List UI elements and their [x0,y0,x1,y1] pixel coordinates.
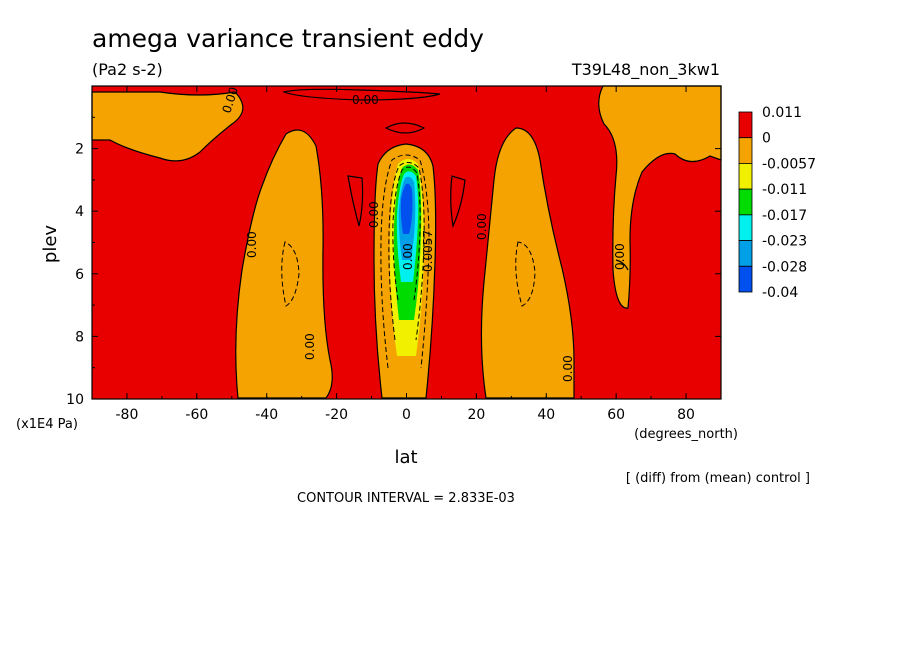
colorbar-swatch [738,240,753,267]
y-tick-label: 6 [75,267,84,283]
x-tick-label: 0 [402,407,411,423]
x-axis-label: lat [394,447,417,468]
colorbar-label: -0.0057 [762,156,816,172]
x-tick-label: 20 [467,407,485,423]
colorbar-label: -0.04 [762,285,798,301]
x-units-label: (degrees_north) [634,427,738,442]
contour-label: 0.00 [352,93,379,107]
colorbar-label: 0.011 [762,105,802,121]
plot-area: 0.00 0.00 0.00 0.00 0.00 0.00 0.00 0.00 … [91,85,722,400]
y-units-label: (x1E4 Pa) [16,417,78,432]
deep-blue-core [400,183,413,234]
colorbar-label: -0.023 [762,234,807,250]
colorbar-swatch [738,214,753,241]
contour-label: 0.00 [475,213,489,240]
colorbar-swatch [738,163,753,190]
contour-label: 0.0057 [421,230,435,272]
diff-note: [ (diff) from (mean) control ] [626,471,810,486]
orange-region-sh-midlat [235,129,333,399]
x-tick-label: -40 [255,407,278,423]
orange-region-nh-midlat [480,127,575,399]
colorbar-label: -0.028 [762,259,807,275]
colorbar-swatch [738,265,753,293]
orange-region-sh-polar [91,91,244,162]
colorbar-swatch [738,137,753,164]
x-tick-label: -80 [116,407,139,423]
y-axis-label: plev [40,225,61,264]
y-tick-label: 10 [66,392,84,408]
orange-region-nh-polar [598,85,722,309]
colorbar-swatch [738,188,753,216]
contour-label: 0.00 [303,333,317,360]
x-tick-label: -20 [325,407,348,423]
contour-label: 0.00 [245,231,259,258]
colorbar-label: -0.017 [762,208,807,224]
y-tick-label: 4 [75,204,84,220]
dashed-contours [281,154,536,369]
contour-label: 0.00 [613,243,627,270]
colorbar-swatch [738,111,753,139]
x-tick-label: 40 [537,407,555,423]
x-axis: -80 -60 -40 -20 0 20 40 60 80 [116,86,695,423]
y-tick-label: 8 [75,329,84,345]
run-label: T39L48_non_3kw1 [571,60,720,80]
colorbar-label: 0 [762,131,771,147]
x-tick-label: -60 [185,407,208,423]
solid-contours [281,88,629,271]
contour-label: 0.00 [401,243,415,270]
contour-labels: 0.00 0.00 0.00 0.00 0.00 0.00 0.00 0.00 … [220,85,627,382]
x-tick-label: 60 [607,407,625,423]
chart-title: amega variance transient eddy [92,24,484,53]
colorbar-label: -0.011 [762,182,807,198]
x-tick-label: 80 [677,407,695,423]
y-tick-label: 2 [75,142,84,158]
contour-label: 0.00 [367,201,381,228]
contour-label: 0.00 [561,355,575,382]
contour-interval-note: CONTOUR INTERVAL = 2.833E-03 [297,491,515,506]
units-label: (Pa2 s-2) [92,60,163,79]
colorbar-legend: 0.011 0 -0.0057 -0.011 -0.017 -0.023 -0.028 -0.… [738,105,816,301]
y-axis: 2 4 6 8 10 [66,116,721,408]
